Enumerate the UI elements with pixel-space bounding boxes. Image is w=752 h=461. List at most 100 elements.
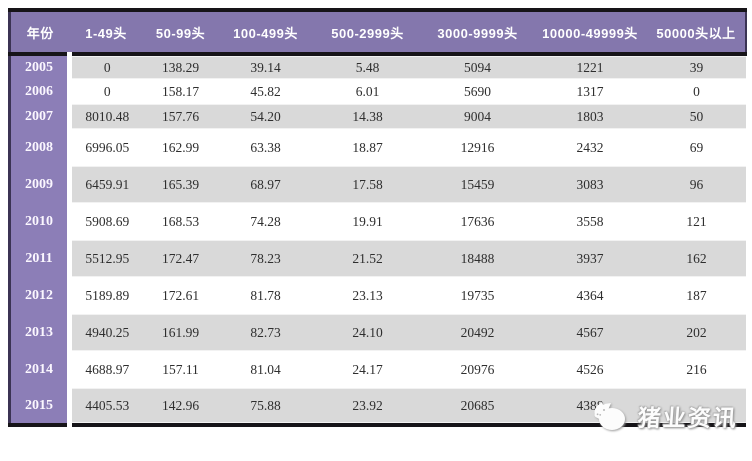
table-row: 2012 5189.89 172.61 81.78 23.13 19735 4364 187 (8, 277, 746, 314)
table-row: 2014 4688.97 157.11 81.04 24.17 20976 4526 216 (8, 351, 746, 388)
data-cell: 4388 (532, 388, 648, 425)
data-cell: 165.39 (142, 166, 219, 203)
data-cell: 96 (647, 166, 746, 203)
data-cell: 39 (647, 54, 746, 79)
data-cell: 4405.53 (69, 388, 143, 425)
column-header: 50-99头 (142, 10, 219, 56)
year-label: 2006 (8, 79, 72, 104)
data-cell: 168.53 (142, 203, 219, 240)
year-label: 2009 (8, 166, 72, 203)
data-cell: 4567 (532, 314, 648, 351)
data-cell: 24.10 (312, 314, 423, 351)
year-label: 2007 (8, 104, 72, 129)
year-label: 2011 (8, 240, 72, 277)
column-header-year: 年份 (8, 10, 70, 56)
data-cell: 12916 (422, 129, 533, 166)
column-header: 100-499头 (218, 10, 313, 56)
data-cell: 39.14 (218, 54, 313, 79)
data-cell: 50 (647, 104, 746, 129)
table-row: 2010 5908.69 168.53 74.28 19.91 17636 3558 121 (8, 203, 746, 240)
data-cell: 63.38 (218, 129, 313, 166)
data-cell: 121 (647, 203, 746, 240)
data-cell: 172.47 (142, 240, 219, 277)
data-cell: 18.87 (312, 129, 423, 166)
table-row: 2007 8010.48 157.76 54.20 14.38 9004 1803 50 (8, 104, 746, 129)
data-cell: 4688.97 (69, 351, 143, 388)
table-row: 2005 0 138.29 39.14 5.48 5094 1221 39 (8, 54, 746, 79)
data-cell: 5189.89 (69, 277, 143, 314)
data-cell: 45.82 (218, 79, 313, 104)
data-cell: 78.23 (218, 240, 313, 277)
data-cell: 20976 (422, 351, 533, 388)
data-cell: 68.97 (218, 166, 313, 203)
table-row: 2015 4405.53 142.96 75.88 23.92 20685 4388 (8, 388, 746, 425)
year-label: 2015 (8, 388, 72, 425)
data-cell: 6459.91 (69, 166, 143, 203)
data-cell: 1221 (532, 54, 648, 79)
data-cell: 17636 (422, 203, 533, 240)
column-header: 500-2999头 (312, 10, 423, 56)
data-cell: 19735 (422, 277, 533, 314)
data-cell: 1803 (532, 104, 648, 129)
column-header: 50000头以上 (647, 10, 747, 56)
data-cell: 3558 (532, 203, 648, 240)
data-cell: 20685 (422, 388, 533, 425)
data-cell: 138.29 (142, 54, 219, 79)
table-row: 2013 4940.25 161.99 82.73 24.10 20492 4567 202 (8, 314, 746, 351)
data-cell: 18488 (422, 240, 533, 277)
data-cell: 162 (647, 240, 746, 277)
data-cell: 8010.48 (69, 104, 143, 129)
pig-farm-scale-table: 年份 1-49头 50-99头 100-499头 500-2999头 3000-9999头… (8, 8, 747, 427)
data-cell: 3083 (532, 166, 648, 203)
data-cell: 23.13 (312, 277, 423, 314)
data-cell: 4940.25 (69, 314, 143, 351)
data-cell: 0 (69, 79, 143, 104)
year-label: 2005 (8, 54, 72, 79)
data-cell: 74.28 (218, 203, 313, 240)
table-header: 年份 1-49头 50-99头 100-499头 500-2999头 3000-9999头… (8, 10, 747, 56)
year-label: 2010 (8, 203, 72, 240)
data-cell: 5094 (422, 54, 533, 79)
data-cell (647, 388, 746, 425)
data-cell: 3937 (532, 240, 648, 277)
data-cell: 82.73 (218, 314, 313, 351)
year-label: 2013 (8, 314, 72, 351)
year-label: 2014 (8, 351, 72, 388)
data-cell: 4364 (532, 277, 648, 314)
column-header: 1-49头 (69, 10, 143, 56)
data-cell: 216 (647, 351, 746, 388)
data-cell: 23.92 (312, 388, 423, 425)
data-cell: 0 (647, 79, 746, 104)
data-cell: 5.48 (312, 54, 423, 79)
year-label: 2012 (8, 277, 72, 314)
data-cell: 15459 (422, 166, 533, 203)
data-cell: 157.11 (142, 351, 219, 388)
data-cell: 21.52 (312, 240, 423, 277)
data-cell: 14.38 (312, 104, 423, 129)
table-row: 2006 0 158.17 45.82 6.01 5690 1317 0 (8, 79, 746, 104)
data-cell: 158.17 (142, 79, 219, 104)
table-row: 2009 6459.91 165.39 68.97 17.58 15459 3083 96 (8, 166, 746, 203)
data-cell: 20492 (422, 314, 533, 351)
data-cell: 2432 (532, 129, 648, 166)
table-body: 2005 0 138.29 39.14 5.48 5094 1221 39 2006 0 158.1… (8, 54, 746, 425)
data-cell: 9004 (422, 104, 533, 129)
data-cell: 1317 (532, 79, 648, 104)
column-header: 10000-49999头 (532, 10, 648, 56)
data-cell: 5908.69 (69, 203, 143, 240)
data-cell: 5690 (422, 79, 533, 104)
data-cell: 81.78 (218, 277, 313, 314)
data-cell: 19.91 (312, 203, 423, 240)
table-row: 2008 6996.05 162.99 63.38 18.87 12916 2432 69 (8, 129, 746, 166)
data-cell: 4526 (532, 351, 648, 388)
data-cell: 5512.95 (69, 240, 143, 277)
data-cell: 202 (647, 314, 746, 351)
data-cell: 75.88 (218, 388, 313, 425)
data-cell: 172.61 (142, 277, 219, 314)
data-cell: 187 (647, 277, 746, 314)
data-cell: 17.58 (312, 166, 423, 203)
data-cell: 6.01 (312, 79, 423, 104)
year-label: 2008 (8, 129, 72, 166)
column-header: 3000-9999头 (422, 10, 533, 56)
